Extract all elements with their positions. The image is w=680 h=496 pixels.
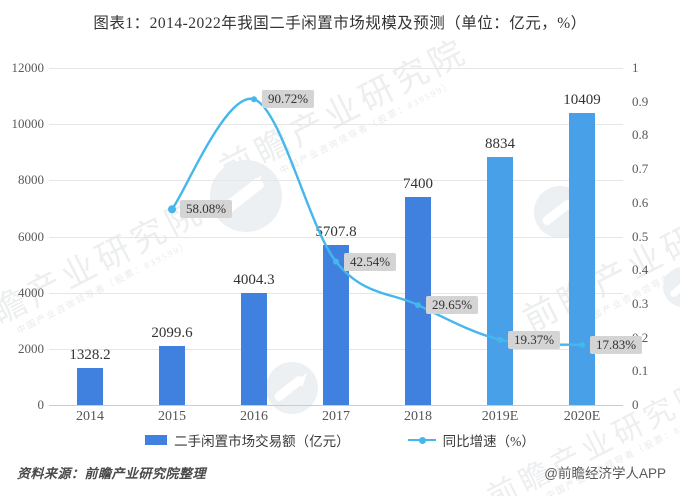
x-axis-label: 2020E [563,409,601,424]
y-axis-label-left: 8000 [18,172,44,188]
legend: 二手闲置市场交易额（亿元） 同比增速（%） [0,430,680,450]
y-axis-label-right: 0 [632,397,639,412]
bar-value-label: 10409 [563,91,601,108]
legend-line-label: 同比增速（%） [442,434,535,449]
bar-value-label: 7400 [403,176,433,193]
bar-value-label: 2099.6 [151,325,193,342]
x-axis-label: 2016 [240,409,268,424]
y-axis-label-left: 4000 [18,284,44,300]
bar [241,292,267,405]
bar [569,112,595,405]
growth-label: 19.37% [508,330,561,349]
chart-title: 图表1：2014-2022年我国二手闲置市场规模及预测（单位：亿元，%） [93,15,587,32]
bar [159,346,185,405]
gridline [49,180,623,182]
growth-label: 90.72% [262,90,315,109]
gridline [49,124,623,126]
y-axis-label-left: 10000 [11,116,45,132]
x-axis-label: 2017 [322,409,350,424]
growth-label: 17.83% [590,335,643,354]
y-axis-label-right: 0.7 [632,161,649,177]
y-axis-label-left: 2000 [18,340,44,356]
y-axis-label-right: 0.8 [632,127,649,143]
y-axis-label-right: 0.5 [632,228,649,244]
data-point-marker [251,96,257,103]
footer: 资料来源：前瞻产业研究院整理 @前瞻经济学人APP [17,462,666,482]
bar-value-label: 5707.8 [315,223,357,240]
bar-value-label: 1328.2 [69,346,111,363]
y-axis-label-right: 0.3 [632,295,649,311]
growth-label: 42.54% [344,252,397,271]
legend-bar-label: 二手闲置市场交易额（亿元） [174,434,350,449]
app-credit: @前瞻经济学人APP [544,466,666,481]
bar-series-swatch-icon [145,435,168,445]
x-axis-label: 2018 [404,409,432,424]
source-note: 资料来源：前瞻产业研究院整理 [17,465,207,481]
y-axis-label-right: 0.4 [632,262,649,278]
y-axis-label-right: 0.9 [632,93,649,109]
y-axis-label-right: 0.6 [632,194,649,210]
data-point-marker [168,205,176,214]
bar-value-label: 4004.3 [233,271,275,288]
bar-value-label: 8834 [485,135,515,152]
y-axis-label-right: 0.1 [632,363,649,379]
growth-label: 29.65% [426,296,479,315]
gridline [49,68,623,69]
x-axis-label: 2019E [481,409,519,424]
y-axis-label-left: 6000 [18,228,44,244]
y-axis-label-left: 12000 [11,60,45,75]
legend-item-line-series[interactable]: 同比增速（%） [407,430,535,450]
y-axis-label-left: 0 [37,397,45,412]
x-axis-label: 2015 [158,409,186,424]
y-axis-label-right: 1 [632,60,639,75]
x-axis-line [49,405,623,406]
x-axis-label: 2014 [76,409,104,424]
legend-item-bar-series[interactable]: 二手闲置市场交易额（亿元） [145,430,350,450]
bar [77,367,103,405]
bar [487,156,513,405]
growth-label: 58.08% [180,200,233,219]
line-series-swatch-icon [407,435,436,445]
